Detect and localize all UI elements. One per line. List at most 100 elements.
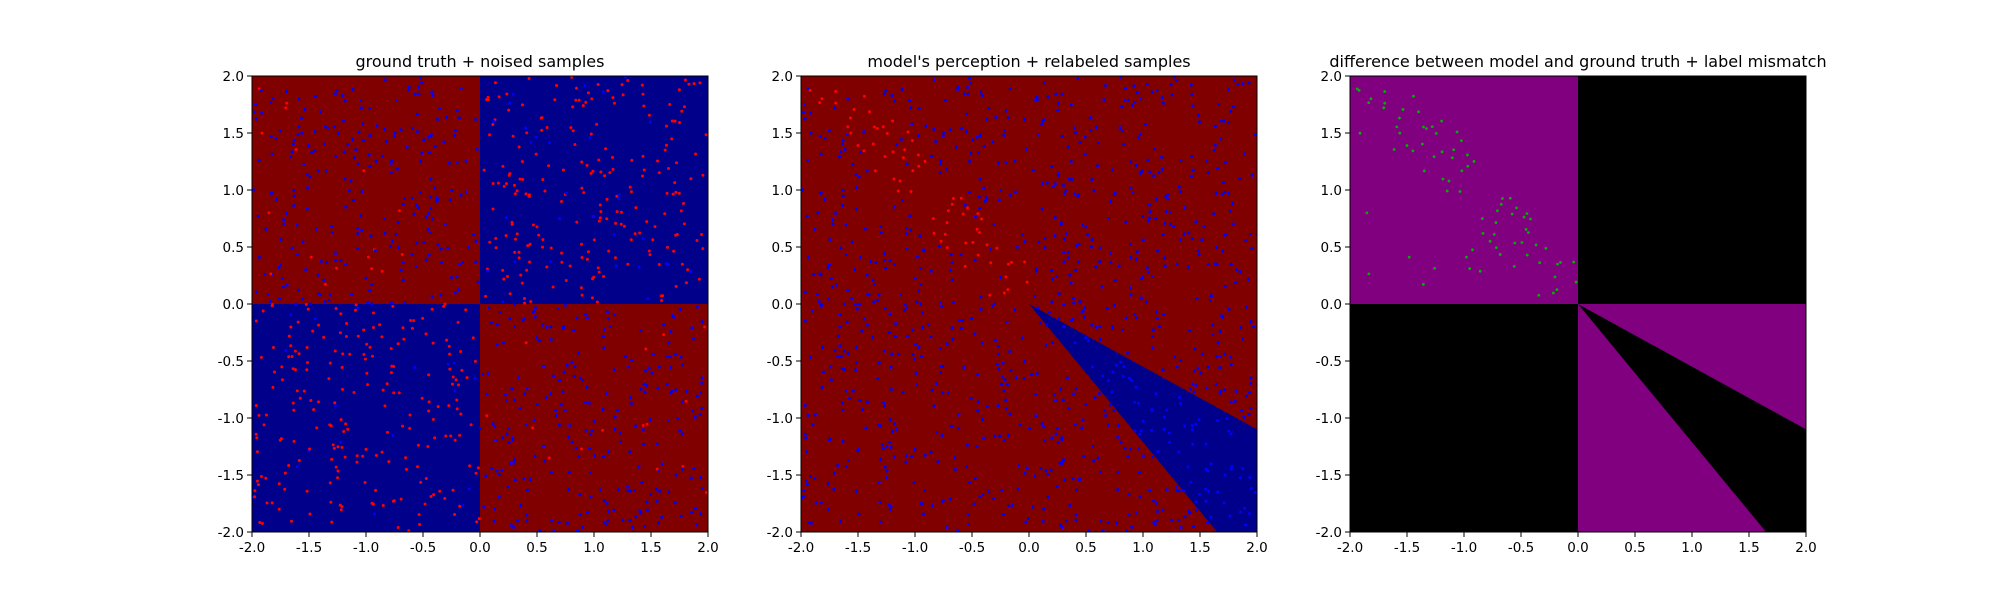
- sample-point: [626, 365, 630, 369]
- sample-point: [1050, 268, 1054, 272]
- sample-point: [525, 387, 529, 391]
- sample-point: [1053, 393, 1057, 397]
- sample-point: [911, 353, 915, 357]
- sample-point: [322, 142, 326, 146]
- x-tick-label: -1.0: [902, 540, 928, 556]
- sample-point: [504, 234, 508, 238]
- sample-point: [1030, 372, 1034, 376]
- mismatch-point: [1440, 119, 1444, 123]
- sample-point: [846, 288, 850, 292]
- sample-point: [486, 95, 490, 99]
- sample-point: [292, 138, 296, 142]
- sample-point: [1190, 428, 1194, 432]
- sample-point: [1024, 147, 1028, 151]
- sample-point: [889, 365, 893, 369]
- sample-point: [396, 526, 400, 530]
- sample-point: [840, 142, 844, 146]
- sample-point: [285, 283, 289, 287]
- sample-point: [559, 403, 563, 407]
- sample-point: [333, 349, 337, 353]
- sample-point: [369, 234, 373, 238]
- sample-point: [695, 239, 699, 243]
- sample-point: [1211, 323, 1215, 327]
- x-tick-label: 0.5: [1075, 540, 1096, 556]
- sample-point: [525, 131, 529, 135]
- sample-point: [820, 385, 824, 389]
- sample-point: [399, 497, 403, 501]
- sample-point: [492, 519, 496, 523]
- sample-point: [982, 436, 986, 440]
- sample-point: [491, 207, 495, 211]
- sample-point: [1160, 96, 1164, 100]
- mismatch-point: [1508, 196, 1512, 200]
- sample-point: [979, 90, 983, 94]
- sample-point: [547, 141, 551, 145]
- sample-point: [1008, 87, 1012, 91]
- sample-point: [1056, 441, 1060, 445]
- sample-point: [457, 383, 461, 387]
- sample-point: [814, 501, 818, 505]
- sample-point: [280, 277, 284, 281]
- sample-point: [1164, 194, 1168, 198]
- sample-point: [1134, 385, 1138, 389]
- sample-point: [611, 167, 615, 171]
- sample-point: [657, 171, 661, 175]
- sample-point: [645, 500, 649, 504]
- sample-point: [831, 222, 835, 226]
- sample-point: [287, 355, 291, 359]
- sample-point: [666, 262, 670, 266]
- mismatch-point: [1556, 262, 1559, 266]
- sample-point: [949, 252, 953, 256]
- sample-point: [508, 172, 512, 176]
- sample-point: [326, 126, 330, 130]
- sample-point: [818, 101, 822, 105]
- sample-point: [266, 292, 270, 296]
- sample-point: [1081, 418, 1085, 422]
- sample-point: [292, 188, 296, 192]
- sample-point: [1034, 392, 1038, 396]
- sample-point: [969, 81, 973, 85]
- sample-point: [1130, 525, 1134, 529]
- sample-point: [641, 237, 645, 241]
- sample-point: [672, 315, 676, 319]
- sample-point: [1106, 217, 1110, 221]
- sample-point: [649, 492, 653, 496]
- sample-point: [961, 319, 965, 323]
- sample-point: [404, 467, 408, 471]
- sample-point: [1197, 253, 1201, 257]
- sample-point: [557, 217, 561, 221]
- sample-point: [1247, 512, 1251, 516]
- sample-point: [881, 125, 885, 129]
- sample-point: [661, 294, 665, 298]
- sample-point: [1072, 301, 1076, 305]
- sample-point: [1162, 427, 1166, 431]
- sample-point: [323, 125, 327, 129]
- sample-point: [344, 335, 348, 339]
- sample-point: [689, 270, 693, 274]
- mismatch-point: [1430, 125, 1434, 129]
- sample-point: [573, 143, 577, 147]
- sample-point: [592, 419, 596, 423]
- sample-point: [644, 347, 648, 351]
- sample-point: [549, 338, 553, 342]
- sample-point: [819, 152, 823, 156]
- sample-point: [1161, 368, 1165, 372]
- sample-point: [996, 404, 1000, 408]
- sample-point: [431, 418, 435, 422]
- sample-point: [841, 188, 845, 192]
- sample-point: [579, 286, 583, 290]
- sample-point: [1062, 303, 1066, 307]
- sample-point: [385, 430, 389, 434]
- sample-point: [602, 346, 606, 350]
- sample-point: [570, 360, 574, 364]
- sample-point: [1200, 352, 1204, 356]
- sample-point: [653, 225, 657, 229]
- sample-point: [612, 368, 616, 372]
- sample-point: [1002, 389, 1006, 393]
- sample-point: [839, 150, 843, 154]
- plot-area: [801, 76, 1257, 532]
- sample-point: [1106, 520, 1110, 524]
- sample-point: [615, 194, 619, 198]
- x-tick-label: 1.5: [1189, 540, 1210, 556]
- sample-point: [605, 197, 609, 201]
